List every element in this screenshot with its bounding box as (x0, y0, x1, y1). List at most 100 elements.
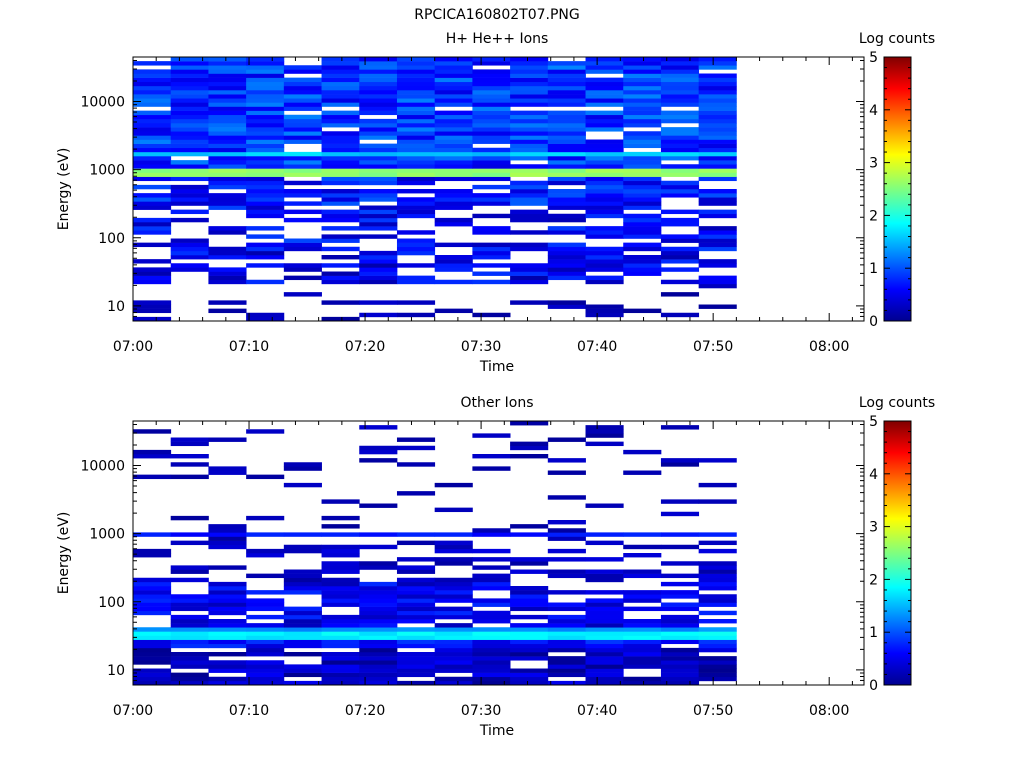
heatmap-cell (585, 631, 624, 636)
heatmap-cell (359, 65, 398, 70)
heatmap-cell (359, 561, 398, 566)
heatmap-cell (434, 168, 473, 173)
heatmap-cell (547, 590, 586, 595)
heatmap-cell (585, 246, 624, 252)
heatmap-cell (359, 189, 398, 194)
heatmap-cell (698, 573, 737, 579)
heatmap-cell (585, 81, 624, 87)
heatmap-cell (359, 110, 398, 116)
y-tick-label: 10 (107, 663, 125, 679)
heatmap-cell (660, 184, 700, 190)
heatmap-cell (698, 458, 737, 463)
heatmap-cell (246, 660, 285, 665)
heatmap-cell (208, 226, 247, 231)
heatmap-cell (547, 271, 586, 276)
heatmap-cell (434, 676, 473, 682)
heatmap-cell (585, 197, 624, 202)
heatmap-cell (246, 635, 285, 640)
heatmap-cell (510, 217, 549, 223)
heatmap-cell (698, 610, 737, 616)
heatmap-cell (359, 73, 398, 78)
heatmap-cell (510, 532, 549, 537)
heatmap-cell (283, 217, 322, 223)
heatmap-cell (698, 635, 737, 640)
heatmap-cell (170, 164, 209, 169)
heatmap-cell (396, 131, 436, 136)
heatmap-cell (660, 635, 700, 640)
x-tick-label: 07:30 (461, 703, 501, 719)
heatmap-cell (170, 242, 209, 248)
heatmap-cell (133, 160, 172, 165)
heatmap-cell (359, 594, 398, 599)
heatmap-cell (170, 85, 209, 91)
heatmap-cell (547, 118, 586, 124)
heatmap-cell (246, 139, 285, 144)
heatmap-cell (660, 614, 700, 620)
heatmap-cell (246, 263, 285, 268)
heatmap-cell (133, 631, 172, 636)
heatmap-cell (396, 586, 436, 591)
heatmap-cell (660, 672, 700, 678)
heatmap-cell (170, 441, 209, 447)
heatmap-cell (585, 234, 624, 239)
heatmap-cell (585, 255, 624, 260)
heatmap-cell (660, 81, 700, 87)
heatmap-cell (510, 602, 549, 607)
heatmap-cell (396, 639, 436, 645)
heatmap-cell (547, 304, 586, 309)
heatmap-cell (321, 635, 360, 640)
heatmap-cell (623, 660, 662, 665)
heatmap-cell (585, 102, 624, 107)
heatmap-cell (660, 65, 700, 70)
heatmap-cell (208, 565, 247, 570)
heatmap-cell (246, 213, 285, 219)
heatmap-cell (434, 308, 473, 314)
heatmap-cell (359, 544, 398, 550)
heatmap-cell (396, 213, 436, 219)
heatmap-cell (133, 81, 172, 87)
heatmap-cell (170, 131, 209, 136)
heatmap-cell (321, 123, 360, 128)
heatmap-cell (359, 168, 398, 173)
heatmap-cell (396, 139, 436, 144)
heatmap-cell (359, 627, 398, 632)
heatmap-cell (698, 160, 737, 165)
colorbar-gradient (883, 56, 912, 322)
heatmap-cell (660, 639, 700, 645)
heatmap-cell (170, 110, 209, 116)
heatmap-cell (133, 598, 172, 603)
heatmap-cell (321, 238, 360, 243)
heatmap-cell (547, 573, 586, 579)
heatmap-cell (472, 168, 511, 173)
heatmap-cell (359, 672, 398, 678)
heatmap-cell (510, 193, 549, 198)
heatmap-cell (434, 590, 473, 595)
heatmap-cell (133, 680, 172, 686)
heatmap-cell (585, 429, 624, 434)
heatmap-cell (472, 619, 511, 624)
heatmap-cell (133, 98, 172, 103)
heatmap-cell (208, 73, 247, 78)
heatmap-cell (660, 458, 700, 463)
heatmap-cell (359, 614, 398, 620)
heatmap-cell (321, 656, 360, 661)
heatmap-cell (434, 606, 473, 612)
heatmap-cell (698, 532, 737, 537)
heatmap-cell (321, 246, 360, 252)
heatmap-cell (472, 672, 511, 678)
heatmap-cell (359, 668, 398, 673)
heatmap-cell (510, 561, 549, 566)
colorbar-2: 0 1 2 3 4 5 (869, 414, 912, 694)
heatmap-cell (623, 246, 662, 252)
heatmap-cell (434, 123, 473, 128)
heatmap-cell (660, 222, 700, 227)
heatmap-cell (359, 160, 398, 165)
heatmap-cell (359, 131, 398, 136)
heatmap-cell (510, 123, 549, 128)
heatmap-cell (698, 565, 737, 570)
heatmap-cell (170, 77, 209, 83)
heatmap-cell (246, 652, 285, 657)
heatmap-cell (246, 131, 285, 136)
heatmap-cell (434, 156, 473, 161)
plot-frame-2 (132, 420, 865, 686)
